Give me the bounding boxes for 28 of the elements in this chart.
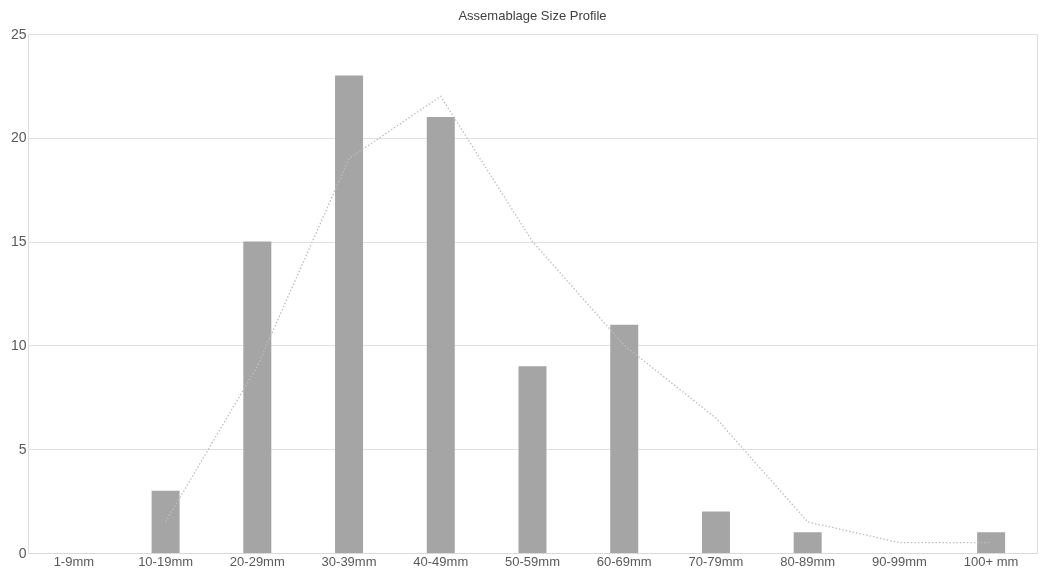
x-tick-label: 30-39mm	[321, 553, 377, 569]
bar	[701, 511, 730, 553]
y-tick-label: 15	[10, 233, 27, 250]
x-tick-label: 10-19mm	[138, 553, 194, 569]
x-tick-label: 90-99mm	[871, 553, 927, 569]
x-tick-label: 100+ mm	[963, 553, 1019, 569]
bar	[518, 366, 547, 553]
chart-title: Assemablage Size Profile	[458, 8, 607, 23]
bar	[977, 532, 1006, 553]
bar	[793, 532, 822, 553]
bar	[335, 75, 364, 553]
y-tick-label: 20	[10, 129, 27, 146]
line-series	[164, 95, 992, 544]
bar	[610, 324, 639, 553]
y-tick-label: 25	[10, 25, 27, 42]
x-tick-label: 80-89mm	[780, 553, 836, 569]
y-tick-label: 0	[18, 544, 27, 561]
x-tick-label: 70-79mm	[688, 553, 744, 569]
x-tick-label: 60-69mm	[596, 553, 652, 569]
bar	[151, 490, 180, 553]
x-tick-label: 40-49mm	[413, 553, 469, 569]
x-tick-label: 1-9mm	[53, 553, 95, 569]
bar	[426, 117, 455, 553]
y-tick-label: 10	[10, 336, 27, 353]
bar	[243, 241, 272, 553]
x-tick-label: 20-29mm	[229, 553, 285, 569]
y-tick-label: 5	[18, 440, 27, 457]
x-tick-label: 50-59mm	[505, 553, 560, 569]
